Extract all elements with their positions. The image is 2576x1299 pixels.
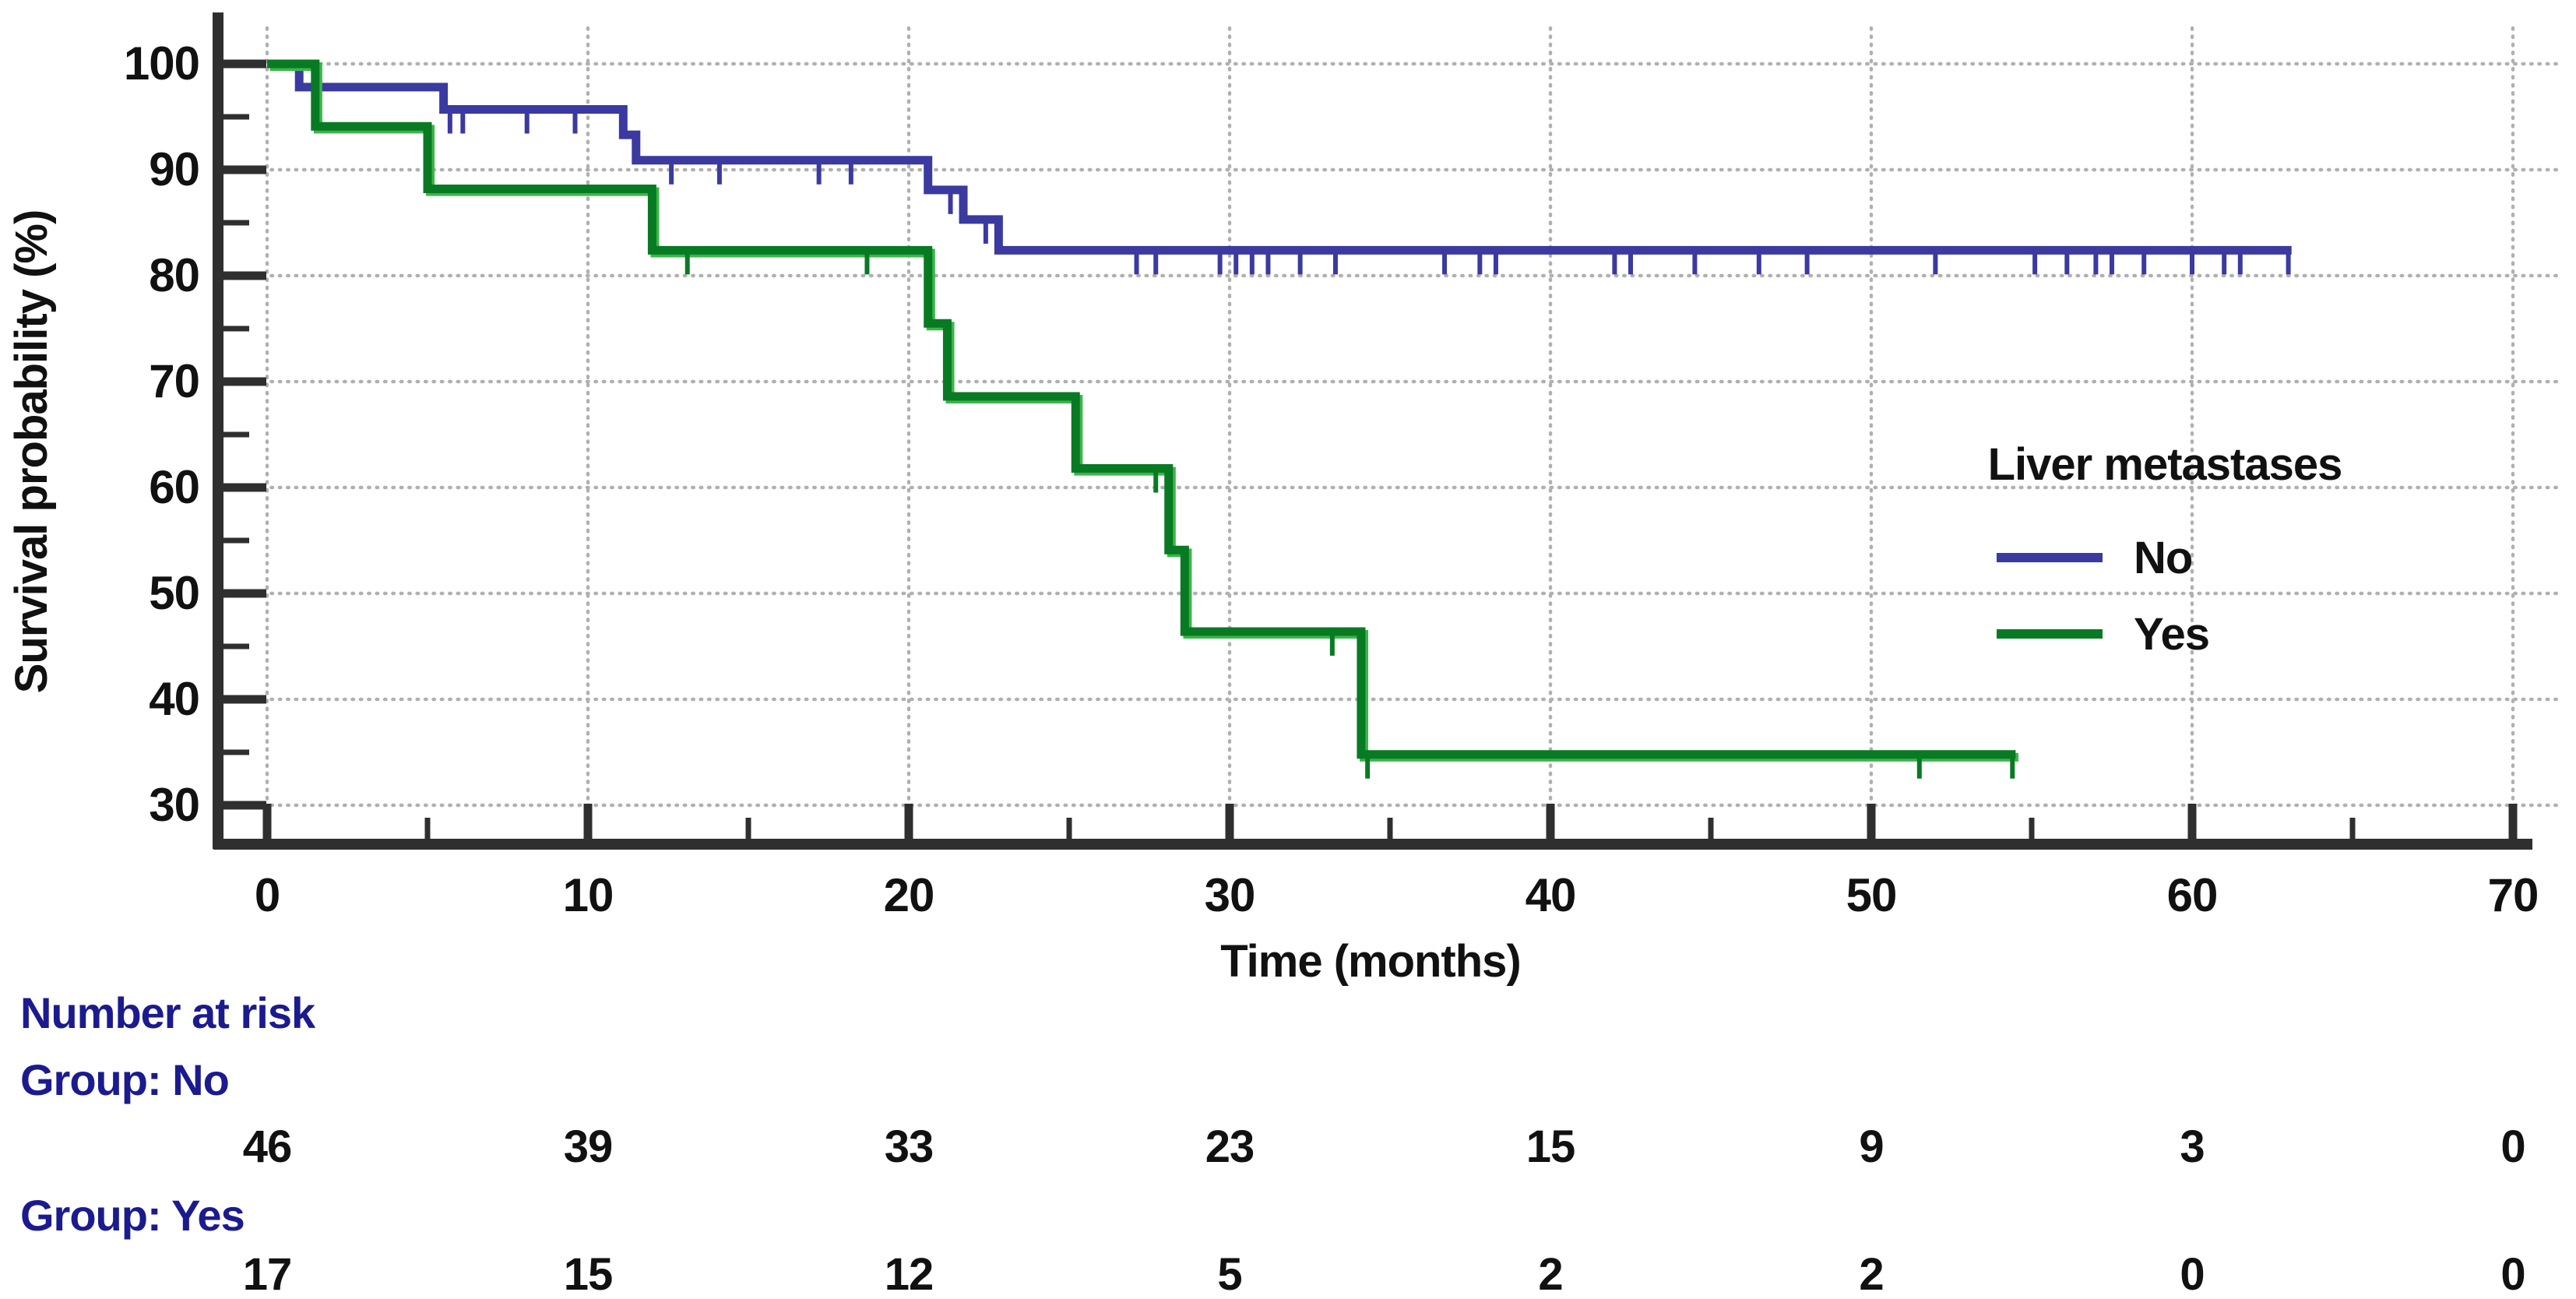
- y-axis-title: Survival probability (%): [6, 210, 57, 694]
- risk-count: 0: [2500, 1249, 2525, 1299]
- y-tick-label: 100: [124, 37, 199, 90]
- x-tick-label: 70: [2488, 869, 2539, 921]
- legend-label-yes: Yes: [2134, 609, 2209, 660]
- y-tick-label: 50: [149, 567, 199, 619]
- risk-group-yes-label: Group: Yes: [20, 1191, 245, 1240]
- group-yes-curve: [267, 59, 2016, 759]
- y-tick-label: 40: [149, 673, 199, 725]
- y-tick-label: 30: [149, 779, 199, 831]
- x-tick-label: 30: [1205, 869, 1255, 921]
- x-axis-title: Time (months): [1220, 936, 1521, 987]
- risk-group-no-label: Group: No: [20, 1055, 229, 1104]
- group-no-curve: [267, 59, 2292, 255]
- risk-count: 17: [243, 1249, 292, 1299]
- survival-curves: [267, 59, 2292, 779]
- x-tick-label: 60: [2167, 869, 2218, 921]
- risk-count: 0: [2500, 1121, 2525, 1172]
- x-tick-label: 40: [1526, 869, 1576, 921]
- x-tick-label: 20: [884, 869, 934, 921]
- risk-count: 2: [1538, 1249, 1562, 1299]
- y-tick-label: 90: [149, 143, 199, 195]
- risk-table: Number at risk Group: No Group: Yes 46 39…: [20, 988, 2526, 1299]
- tick-labels: 100 90 80 70 60 50 40 30 0 10 20 30 40 50 60 70: [124, 37, 2539, 921]
- risk-count: 46: [243, 1121, 292, 1172]
- risk-count: 15: [1526, 1121, 1575, 1172]
- risk-count: 2: [1859, 1249, 1883, 1299]
- legend: Liver metastases No Yes: [1988, 439, 2343, 660]
- x-tick-label: 10: [563, 869, 614, 921]
- risk-count: 5: [1217, 1249, 1241, 1299]
- x-tick-label: 50: [1846, 869, 1897, 921]
- y-tick-label: 60: [149, 461, 199, 513]
- risk-count: 39: [564, 1121, 613, 1172]
- risk-count: 12: [885, 1249, 934, 1299]
- risk-table-header: Number at risk: [20, 988, 316, 1037]
- risk-count: 15: [564, 1249, 613, 1299]
- risk-count: 0: [2180, 1249, 2204, 1299]
- risk-count: 33: [885, 1121, 934, 1172]
- y-tick-label: 80: [149, 249, 199, 301]
- x-tick-label: 0: [255, 869, 280, 921]
- y-tick-label: 70: [149, 355, 199, 407]
- gridlines: [220, 26, 2564, 842]
- legend-label-no: No: [2134, 533, 2192, 583]
- risk-counts: 46 39 33 23 15 9 3 0 17 15 12 5 2 2 0 0: [243, 1121, 2526, 1299]
- risk-count: 23: [1205, 1121, 1255, 1172]
- legend-title: Liver metastases: [1988, 439, 2342, 490]
- risk-count: 9: [1859, 1121, 1883, 1172]
- axes: [213, 12, 2532, 850]
- risk-count: 3: [2180, 1121, 2204, 1172]
